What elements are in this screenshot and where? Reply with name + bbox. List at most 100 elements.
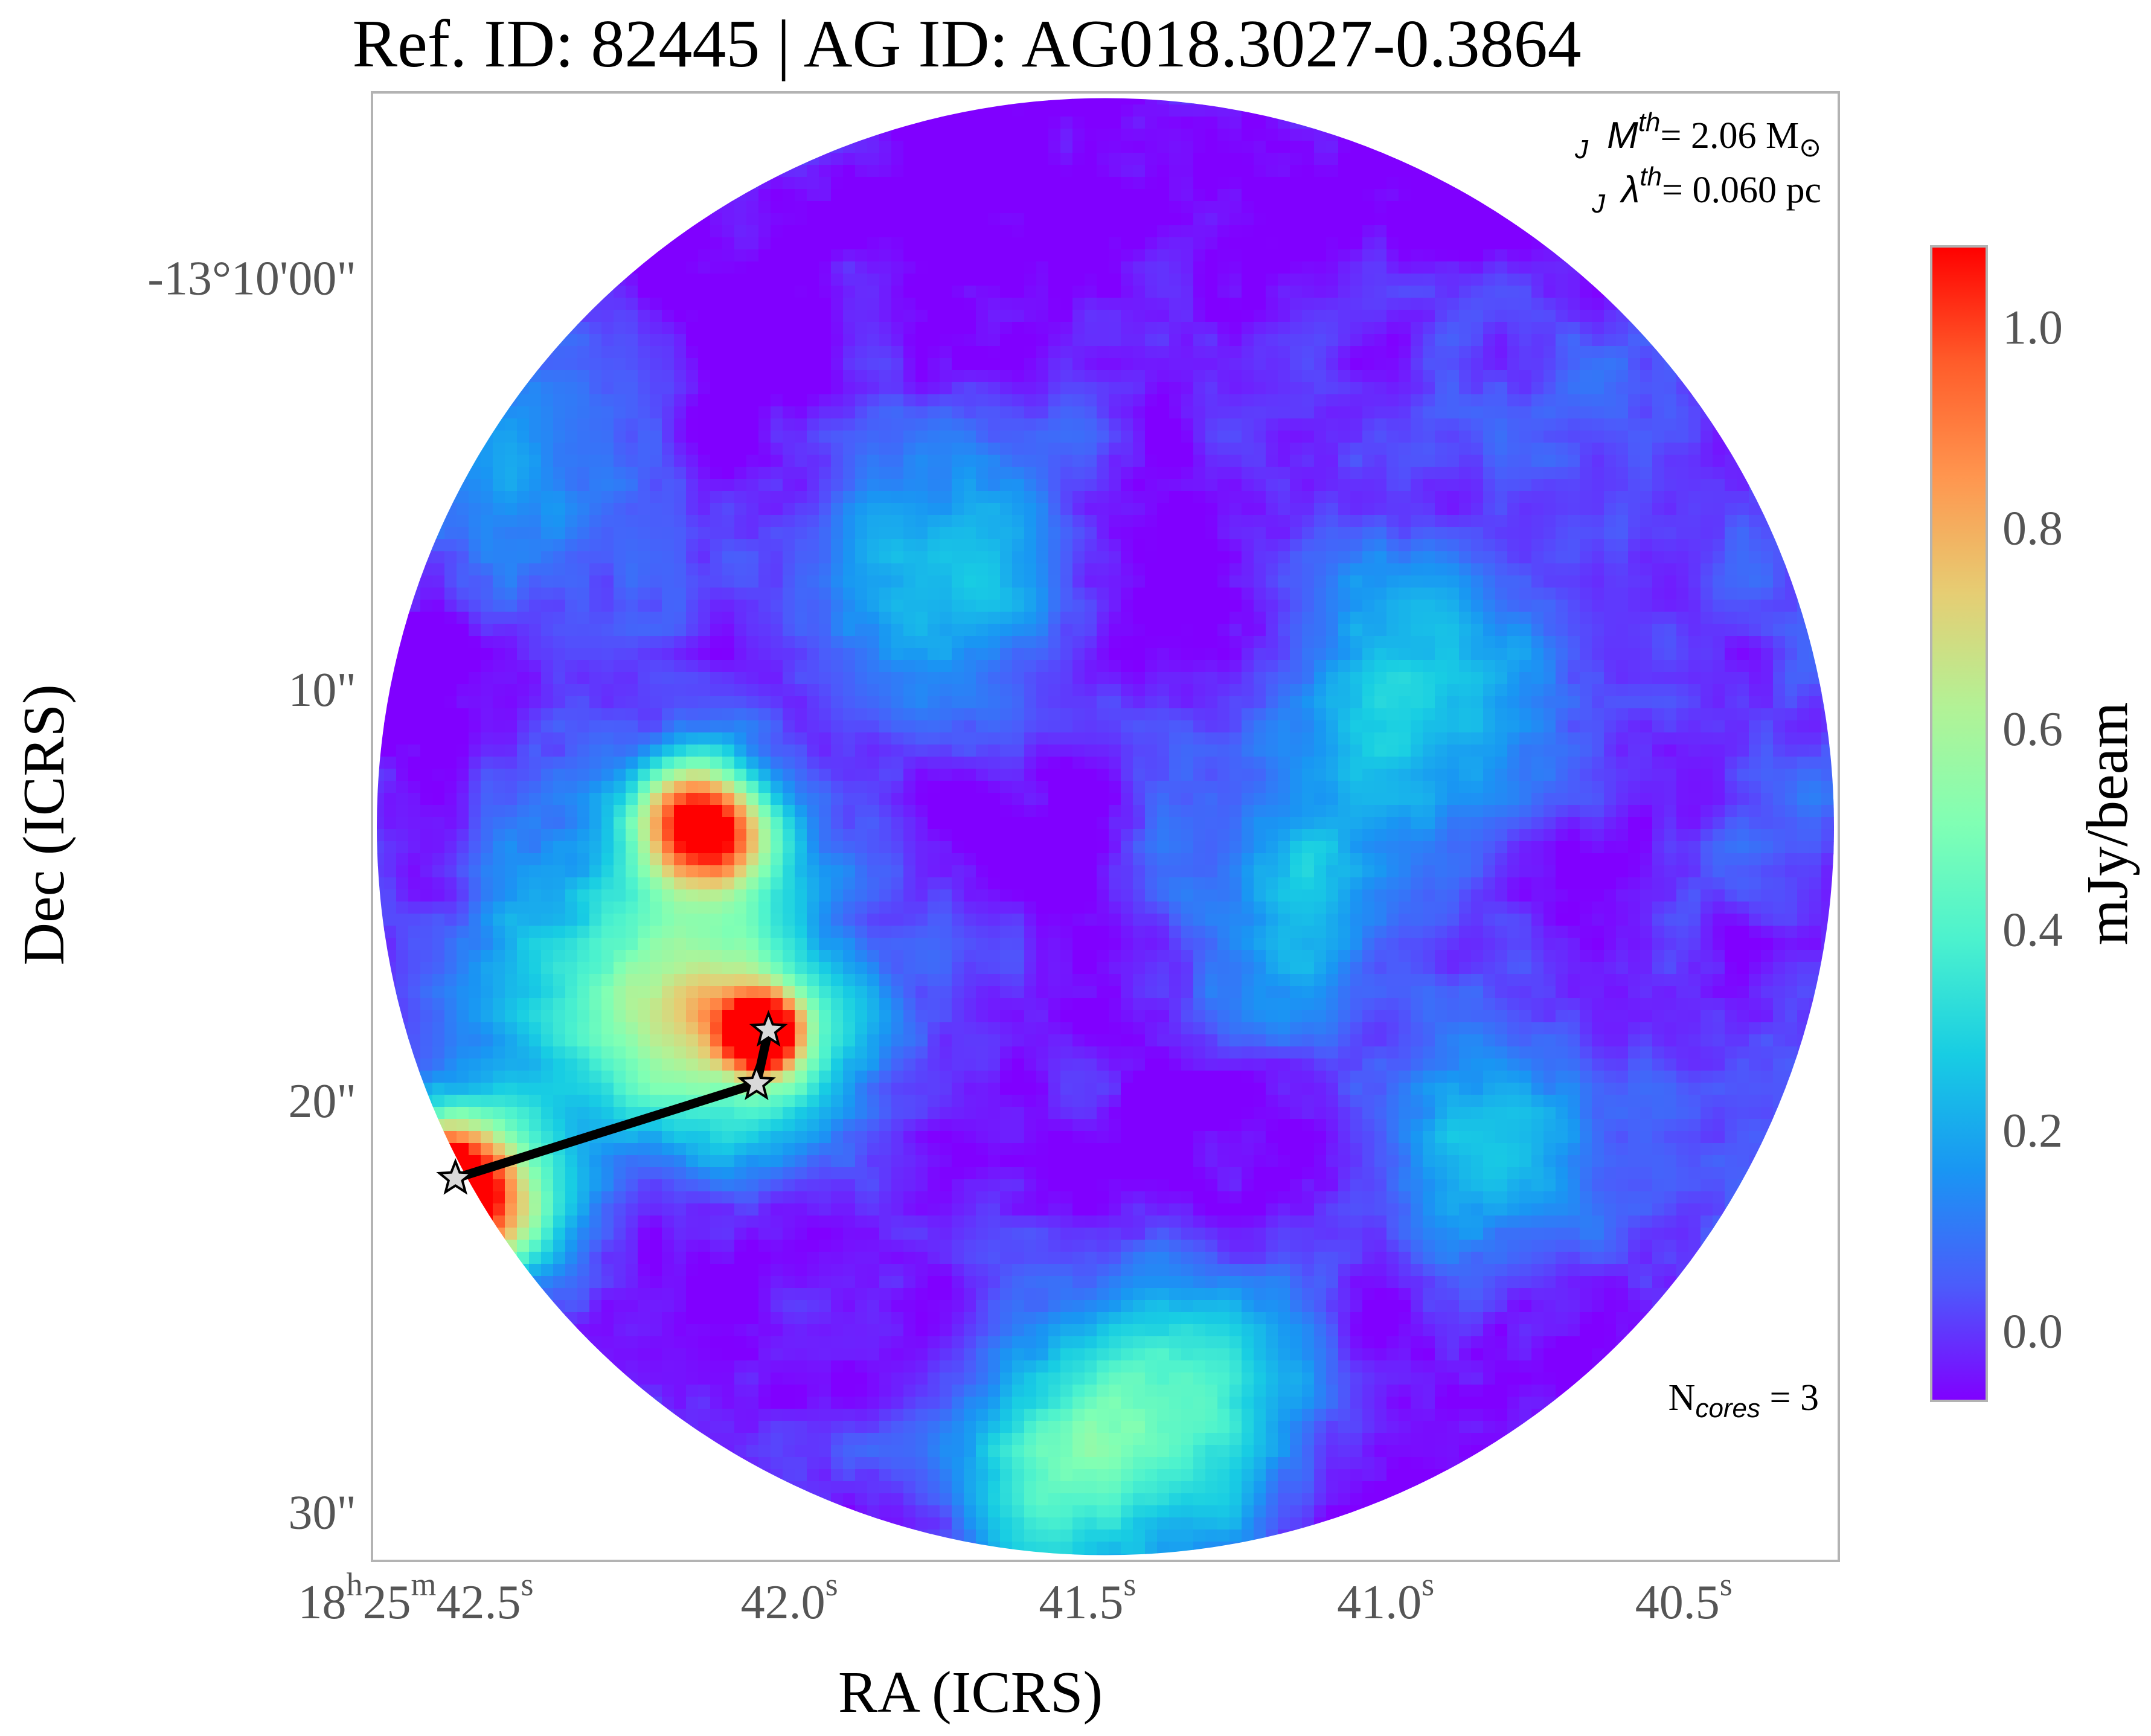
map-cell [1193, 563, 1206, 576]
map-cell [855, 237, 868, 250]
map-cell [1531, 225, 1544, 238]
map-cell [1556, 322, 1568, 335]
map-cell [1302, 684, 1315, 697]
map-cell [1399, 491, 1411, 504]
map-cell [1737, 720, 1749, 733]
map-cell [1242, 720, 1254, 733]
map-cell [1193, 503, 1206, 516]
map-cell [444, 600, 457, 612]
map-cell [746, 418, 759, 431]
map-cell [1640, 672, 1653, 685]
map-cell [1326, 249, 1339, 262]
map-cell [1036, 708, 1049, 721]
map-cell [1531, 431, 1544, 443]
map-cell [976, 141, 989, 153]
map-cell [444, 479, 457, 492]
map-cell [601, 503, 614, 516]
map-cell [1085, 431, 1097, 443]
map-cell [879, 431, 892, 443]
map-cell [831, 286, 844, 298]
map-cell [698, 588, 711, 600]
map-cell [771, 213, 783, 226]
map-cell [1749, 563, 1762, 576]
map-cell [505, 382, 518, 395]
map-cell [1568, 261, 1580, 274]
map-cell [1399, 503, 1411, 516]
map-cell [1773, 684, 1786, 697]
map-cell [1193, 358, 1206, 371]
map-cell [746, 298, 759, 310]
map-cell [1254, 358, 1266, 371]
map-cell [1350, 455, 1363, 467]
map-cell [517, 455, 530, 467]
map-cell [626, 322, 638, 335]
map-cell [1254, 165, 1266, 178]
map-cell [1326, 455, 1339, 467]
map-cell [1411, 334, 1423, 347]
map-cell [1471, 249, 1484, 262]
map-cell [1616, 443, 1629, 455]
map-cell [964, 418, 976, 431]
map-cell [1193, 539, 1206, 552]
map-cell [1652, 684, 1665, 697]
map-cell [1085, 298, 1097, 310]
map-cell [1036, 636, 1049, 649]
map-cell [988, 491, 1001, 504]
map-cell [638, 261, 650, 274]
map-cell [758, 322, 771, 335]
map-cell [1000, 237, 1013, 250]
map-cell [1302, 503, 1315, 516]
map-cell [1749, 515, 1762, 528]
map-cell [1338, 153, 1351, 165]
map-cell [1350, 660, 1363, 673]
map-cell [1531, 455, 1544, 467]
map-cell [1556, 467, 1568, 479]
map-cell [1737, 479, 1749, 492]
map-cell [1350, 370, 1363, 383]
map-cell [601, 684, 614, 697]
map-cell [1604, 298, 1617, 310]
map-cell [819, 636, 832, 649]
map-cell [710, 443, 723, 455]
map-cell [783, 672, 795, 685]
map-cell [589, 551, 602, 564]
map-cell [614, 575, 626, 588]
map-cell [1713, 418, 1725, 431]
map-cell [819, 334, 832, 347]
map-cell [1157, 406, 1170, 419]
map-cell [1616, 455, 1629, 467]
map-cell [1459, 443, 1472, 455]
map-cell [1338, 672, 1351, 685]
map-cell [1217, 104, 1230, 117]
map-cell [1338, 225, 1351, 238]
map-cell [940, 129, 952, 141]
map-cell [1640, 636, 1653, 649]
map-cell [1109, 104, 1121, 117]
map-cell [1169, 213, 1182, 226]
map-cell [1459, 201, 1472, 214]
map-cell [1085, 225, 1097, 238]
map-cell [529, 479, 542, 492]
map-cell [843, 515, 856, 528]
map-cell [1507, 708, 1520, 721]
map-cell [1266, 479, 1278, 492]
map-cell [867, 261, 880, 274]
map-cell [1024, 225, 1037, 238]
map-cell [976, 394, 989, 407]
map-cell [1519, 310, 1532, 322]
map-cell [1157, 648, 1170, 661]
map-cell [783, 732, 795, 745]
map-cell [686, 443, 699, 455]
map-cell [626, 334, 638, 347]
map-cell [1121, 225, 1133, 238]
map-cell [879, 249, 892, 262]
map-cell [1616, 310, 1629, 322]
map-cell [1242, 249, 1254, 262]
map-cell [903, 358, 916, 371]
map-cell [1821, 672, 1834, 685]
map-cell [903, 612, 916, 624]
map-cell [940, 322, 952, 335]
map-cell [771, 334, 783, 347]
map-cell [1145, 141, 1158, 153]
map-cell [1012, 322, 1025, 335]
